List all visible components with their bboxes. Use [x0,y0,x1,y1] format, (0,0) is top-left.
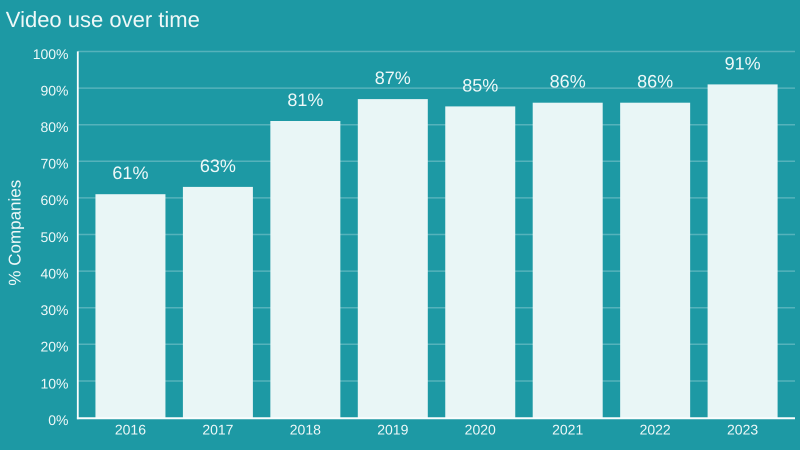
svg-text:2021: 2021 [552,422,583,438]
svg-text:20%: 20% [40,339,68,355]
svg-text:63%: 63% [200,156,236,176]
svg-text:2016: 2016 [115,422,146,438]
svg-text:2023: 2023 [727,422,758,438]
svg-text:81%: 81% [287,90,323,110]
svg-text:91%: 91% [725,53,761,73]
svg-text:100%: 100% [33,46,69,62]
svg-text:% Companies: % Companies [5,180,24,286]
svg-text:2020: 2020 [465,422,496,438]
svg-text:86%: 86% [637,72,673,92]
svg-text:87%: 87% [375,68,411,88]
svg-text:60%: 60% [40,192,68,208]
svg-text:61%: 61% [112,163,148,183]
svg-text:2019: 2019 [377,422,408,438]
svg-text:0%: 0% [48,412,68,428]
svg-text:2018: 2018 [290,422,321,438]
svg-text:80%: 80% [40,119,68,135]
svg-text:86%: 86% [550,72,586,92]
svg-text:90%: 90% [40,82,68,98]
svg-text:Video use over time: Video use over time [6,7,200,32]
svg-text:30%: 30% [40,302,68,318]
svg-text:2017: 2017 [202,422,233,438]
svg-text:70%: 70% [40,156,68,172]
svg-text:10%: 10% [40,375,68,391]
svg-text:40%: 40% [40,265,68,281]
svg-text:85%: 85% [462,75,498,95]
svg-text:50%: 50% [40,229,68,245]
svg-text:2022: 2022 [640,422,671,438]
